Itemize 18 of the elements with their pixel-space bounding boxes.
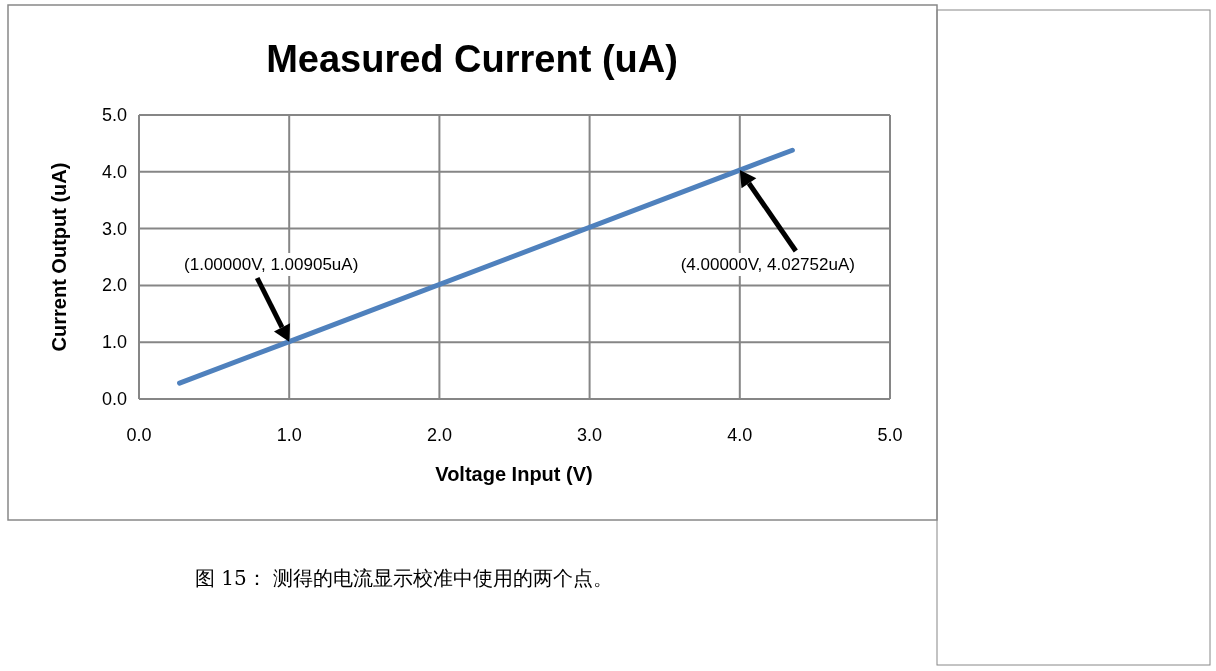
caption: 图 15： 测得的电流显示校准中使用的两个点。 [195,566,614,590]
y-tick-label: 4.0 [101,161,127,182]
x-tick-label: 4.0 [727,425,753,445]
x-tick-label: 1.0 [276,425,302,445]
y-tick-label: 1.0 [101,332,127,353]
x-tick-label: 2.0 [426,425,452,445]
x-tick-label: 5.0 [877,425,903,445]
y-axis-title: Current Output (uA) [48,162,70,352]
annotation: (4.00000V, 4.02752uA) [680,255,855,274]
x-tick-label: 3.0 [577,425,603,445]
y-tick-label: 0.0 [101,389,127,409]
x-tick-label: 0.0 [126,425,152,445]
chart-title: Measured Current (uA) [266,38,678,80]
y-tick-label: 2.0 [101,275,127,296]
y-tick-label: 5.0 [101,105,127,125]
annotation: (1.00000V, 1.00905uA) [184,255,359,274]
y-tick-label: 3.0 [101,218,127,239]
x-axis-title: Voltage Input (V) [435,463,593,485]
